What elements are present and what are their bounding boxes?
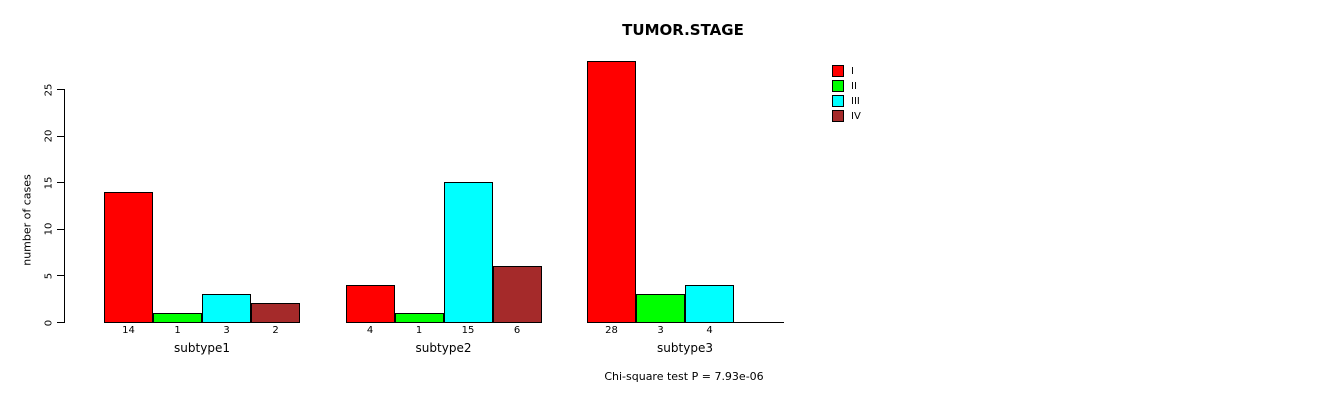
legend-label: IV xyxy=(851,111,861,122)
bar-value-label: 4 xyxy=(706,325,713,336)
bar-subtype3-stage-III xyxy=(685,285,734,323)
y-axis-tick-label: 20 xyxy=(43,129,55,143)
y-axis-tick-label: 10 xyxy=(43,222,55,236)
legend-label: I xyxy=(851,66,854,77)
y-axis-tick xyxy=(57,322,64,323)
bar-value-label: 1 xyxy=(174,325,181,336)
bar-subtype1-stage-IV xyxy=(251,303,300,323)
legend-label: II xyxy=(851,81,857,92)
bar-subtype3-stage-I xyxy=(587,61,636,323)
y-axis-tick-label: 0 xyxy=(43,319,55,326)
bar-subtype2-stage-I xyxy=(345,285,395,323)
bar-value-label: 28 xyxy=(605,325,618,336)
bar-value-label: 4 xyxy=(366,325,374,336)
legend-swatch-icon xyxy=(832,65,844,77)
bar-value-label: 2 xyxy=(272,325,279,336)
y-axis-tick xyxy=(57,89,64,90)
bar-subtype1-stage-II xyxy=(153,313,202,323)
bar-value-label: 15 xyxy=(461,325,475,336)
bar-value-label: 14 xyxy=(122,325,135,336)
bar-subtype1-stage-III xyxy=(202,294,251,323)
legend-label: III xyxy=(851,96,860,107)
chart-title: TUMOR.STAGE xyxy=(622,21,744,39)
bar-subtype2-stage-II xyxy=(394,313,444,323)
x-axis-label-subtype2: subtype2 xyxy=(415,341,472,355)
y-axis-tick xyxy=(57,135,64,137)
x-axis-label-subtype1: subtype1 xyxy=(174,341,230,355)
bar-value-label: 1 xyxy=(415,325,423,336)
legend-swatch-icon xyxy=(832,95,844,107)
bar-subtype2-stage-IV xyxy=(492,266,542,323)
legend-swatch-icon xyxy=(832,110,844,122)
y-axis-tick-label: 5 xyxy=(43,272,55,280)
bar-value-label: 6 xyxy=(513,325,521,336)
y-axis-tick-label: 15 xyxy=(43,176,55,190)
bar-value-label: 3 xyxy=(223,325,230,336)
bar-subtype3-stage-IV xyxy=(734,322,784,323)
bar-subtype3-stage-II xyxy=(636,294,685,323)
bar-value-label: 3 xyxy=(657,325,664,336)
y-axis-tick-label: 25 xyxy=(43,83,55,96)
bar-subtype2-stage-III xyxy=(443,182,493,323)
y-axis-tick xyxy=(57,228,64,230)
y-axis-tick xyxy=(57,182,64,184)
y-axis-tick xyxy=(57,275,64,277)
y-axis-line xyxy=(64,89,65,323)
y-axis-label: number of cases xyxy=(20,174,34,266)
chi-square-annotation: Chi-square test P = 7.93e-06 xyxy=(604,370,764,383)
x-axis-label-subtype3: subtype3 xyxy=(657,341,713,355)
bar-subtype1-stage-I xyxy=(104,192,153,323)
legend-swatch-icon xyxy=(832,80,844,92)
